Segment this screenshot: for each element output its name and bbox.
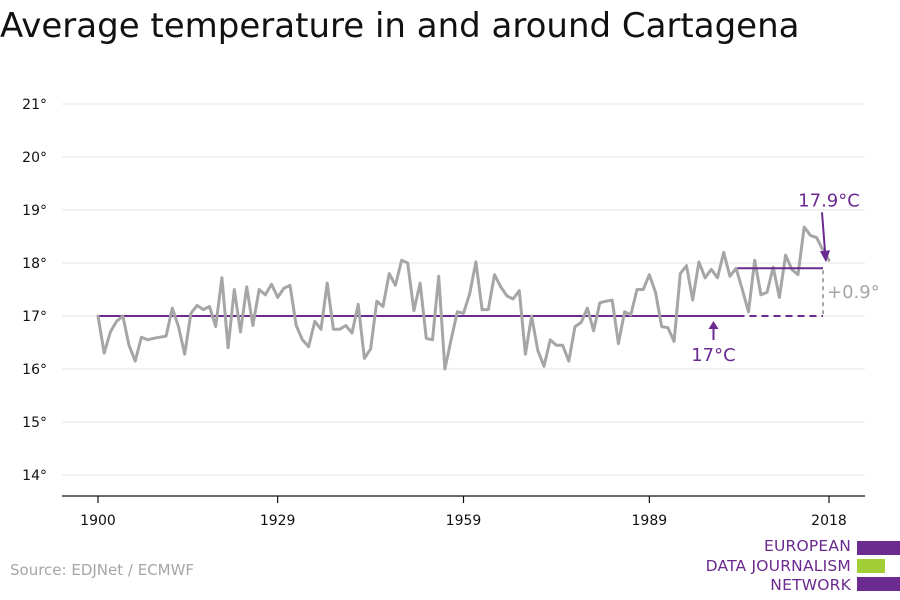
x-tick-label: 1959 bbox=[446, 513, 482, 529]
recent-arrow-head bbox=[820, 250, 830, 263]
x-tick-label: 1989 bbox=[632, 513, 668, 529]
difference-label: +0.9° bbox=[827, 282, 880, 303]
logo-bar-bottom bbox=[857, 577, 900, 591]
y-tick-label: 15° bbox=[22, 415, 47, 431]
y-tick-label: 16° bbox=[22, 362, 47, 378]
source-note: Source: EDJNet / ECMWF bbox=[10, 561, 195, 579]
recent-arrow-shaft bbox=[821, 212, 826, 252]
y-tick-label: 17° bbox=[22, 309, 47, 325]
x-axis: 1900 1929 1959 1989 2018 bbox=[62, 495, 865, 529]
y-tick-label: 19° bbox=[22, 203, 47, 219]
baseline-label: 17°C bbox=[691, 345, 735, 366]
temperature-series-line bbox=[96, 225, 831, 371]
y-tick-label: 21° bbox=[22, 97, 47, 113]
logo-line-network: NETWORK bbox=[770, 576, 851, 594]
y-axis-ticks: 14° 15° 16° 17° 18° 19° 20° 21° bbox=[22, 97, 47, 484]
logo-line-european: EUROPEAN bbox=[763, 537, 851, 555]
gridlines bbox=[62, 103, 865, 476]
chart-title: Average temperature in and around Cartag… bbox=[0, 6, 800, 46]
logo-line-data-journalism: DATA JOURNALISM bbox=[705, 557, 851, 575]
x-tick-label: 1900 bbox=[80, 513, 116, 529]
recent-label: 17.9°C bbox=[798, 190, 860, 211]
logo-bar-middle bbox=[857, 559, 885, 573]
baseline-arrow-head bbox=[708, 321, 719, 329]
recent-average-annotation: +0.9° 17°C 17.9°C bbox=[691, 190, 879, 366]
x-tick-label: 2018 bbox=[811, 513, 847, 529]
y-tick-label: 14° bbox=[22, 468, 47, 484]
logo-bar-top bbox=[857, 541, 900, 555]
x-tick-label: 1929 bbox=[260, 513, 296, 529]
edjnet-logo[interactable]: EUROPEAN DATA JOURNALISM NETWORK bbox=[690, 530, 900, 600]
y-tick-label: 18° bbox=[22, 256, 47, 272]
y-tick-label: 20° bbox=[22, 150, 47, 166]
